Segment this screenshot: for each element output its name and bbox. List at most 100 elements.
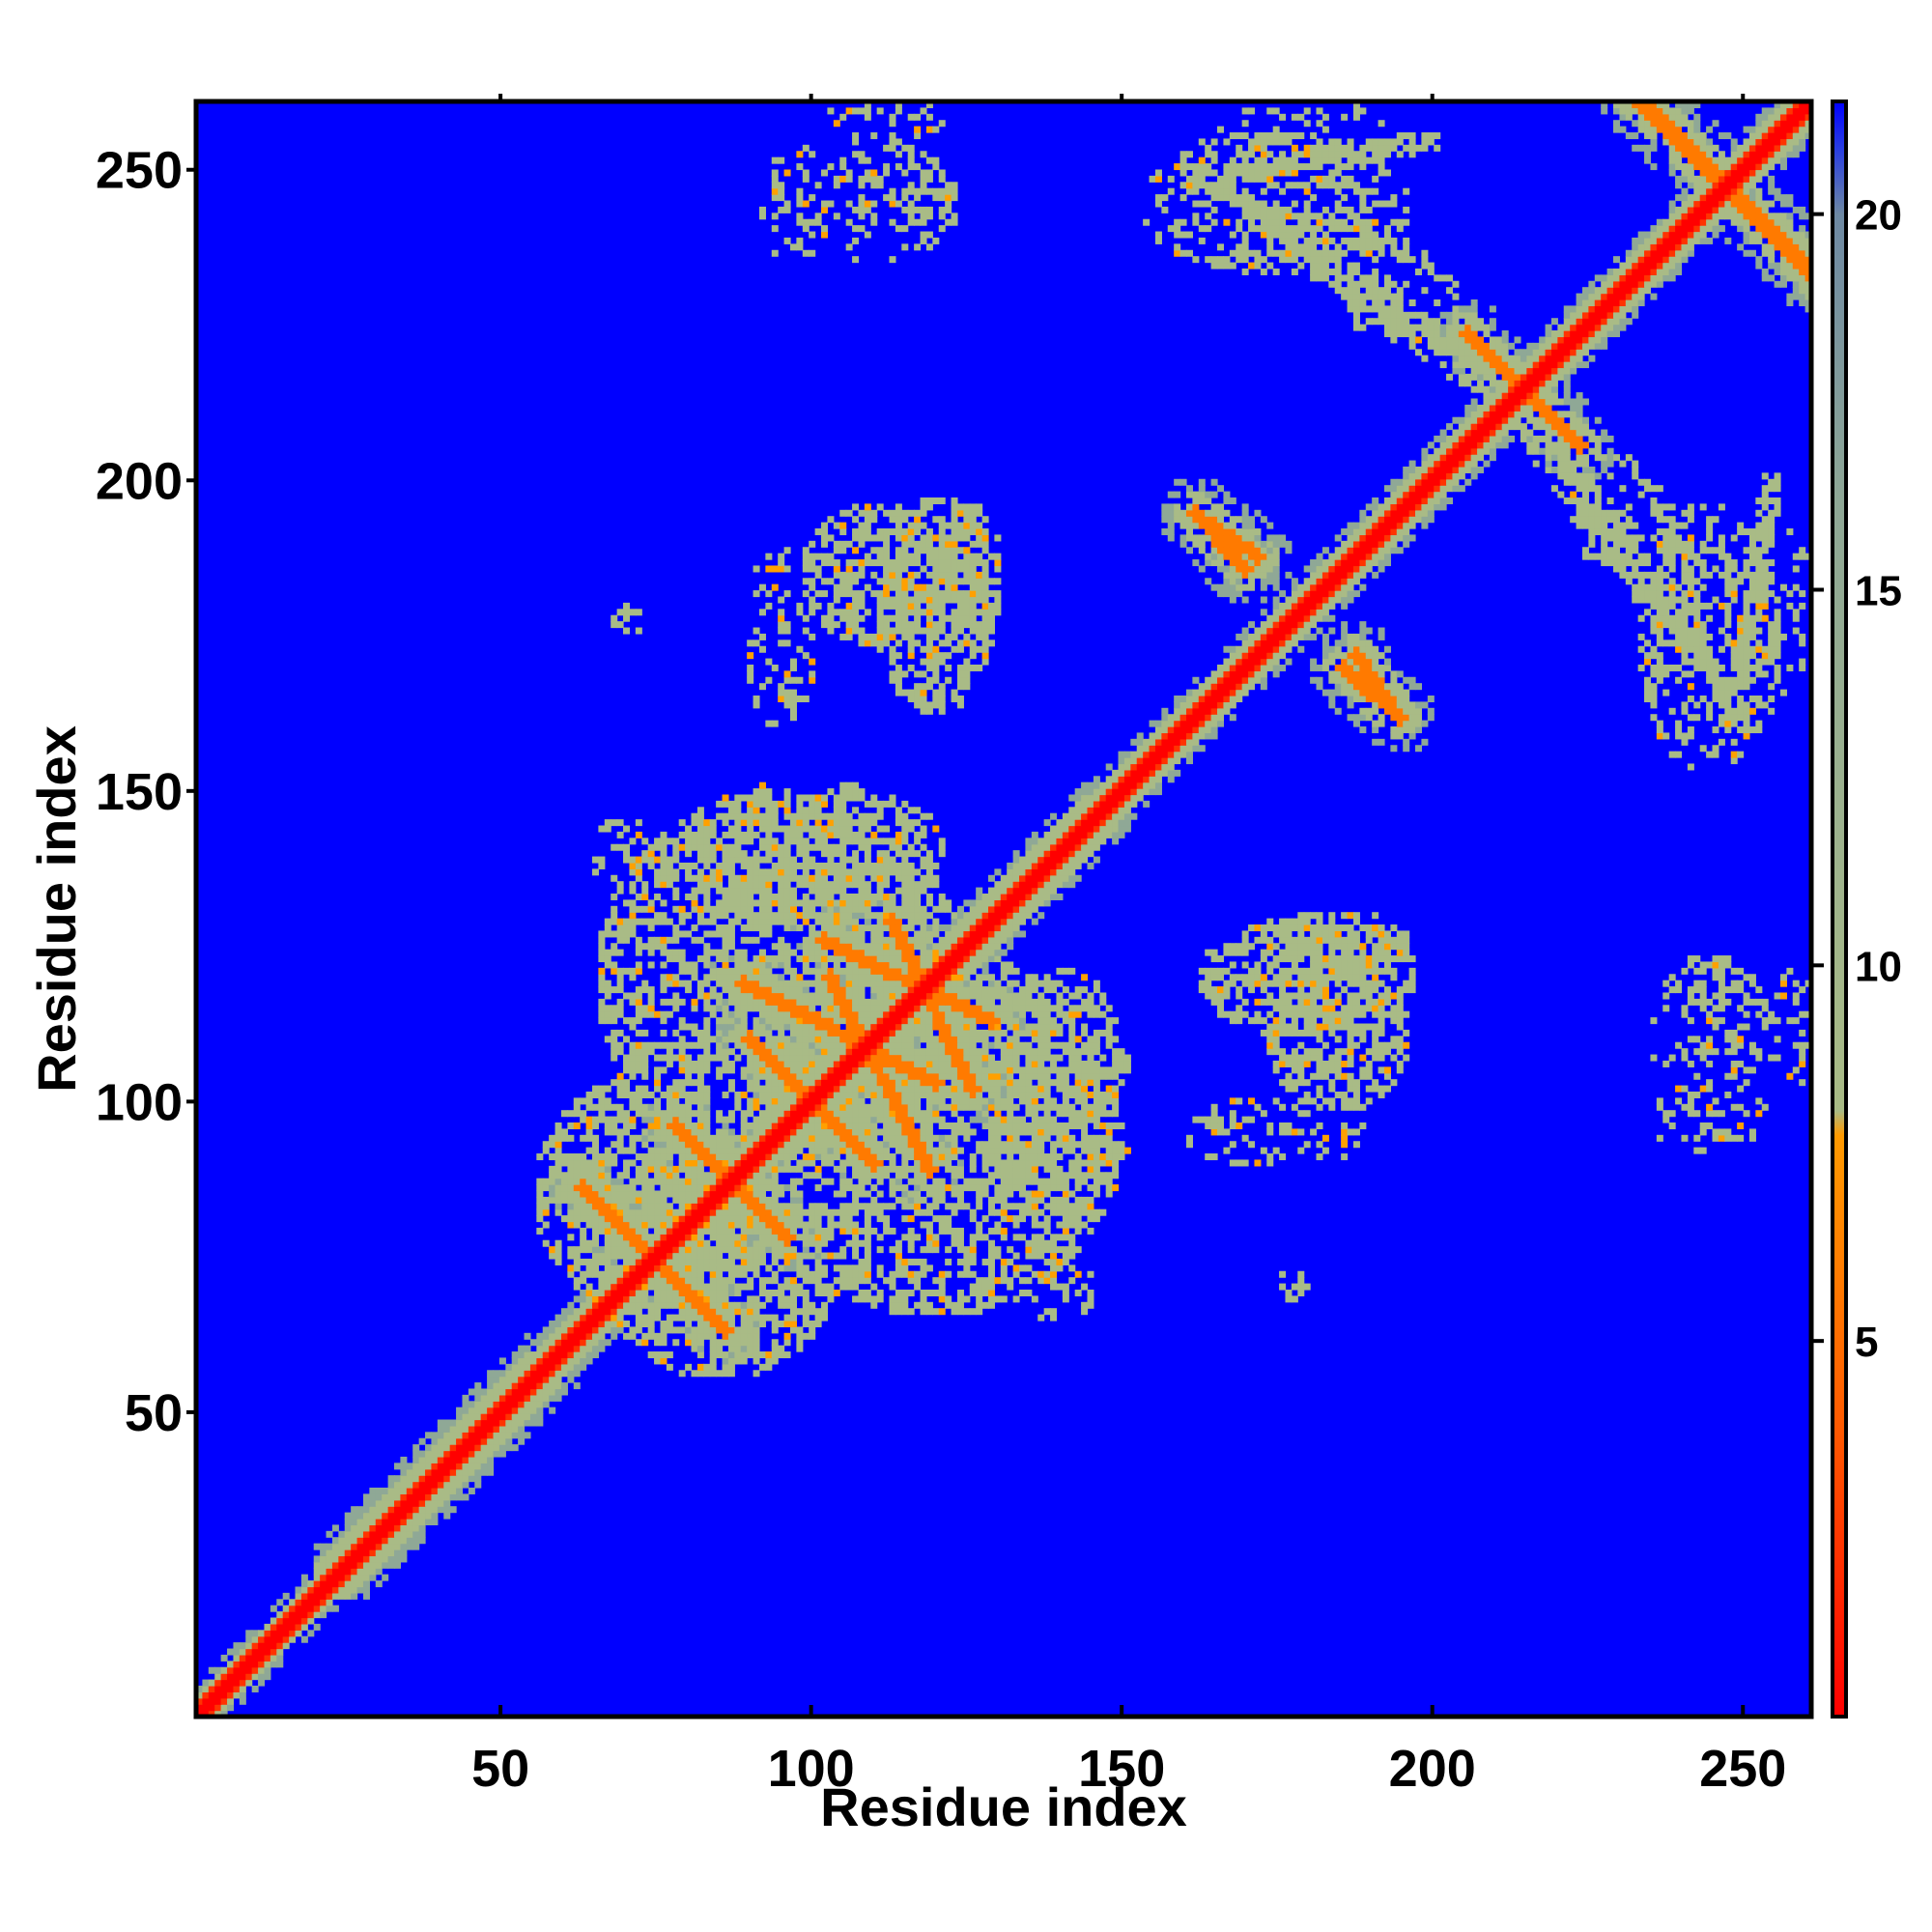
heatmap-cell: [443, 1512, 451, 1520]
heatmap-cell: [771, 1017, 779, 1025]
heatmap-cell: [1012, 1085, 1020, 1093]
heatmap-cell: [270, 1642, 277, 1650]
heatmap-cell: [598, 1301, 606, 1309]
heatmap-cell: [591, 1103, 599, 1111]
heatmap-cell: [629, 1264, 637, 1272]
heatmap-cell: [641, 1332, 649, 1340]
heatmap-cell: [722, 1091, 729, 1098]
heatmap-cell: [696, 1072, 704, 1080]
heatmap-cell: [809, 1005, 816, 1012]
heatmap-cell: [1000, 1079, 1008, 1087]
heatmap-cell: [722, 1258, 729, 1265]
heatmap-cell: [727, 1172, 735, 1179]
heatmap-cell: [852, 1097, 860, 1105]
heatmap-cell: [635, 1321, 642, 1328]
heatmap-cell: [591, 1239, 599, 1247]
heatmap-cell: [1352, 1023, 1360, 1031]
heatmap-cell: [678, 1165, 686, 1173]
heatmap-cell: [889, 1301, 896, 1309]
heatmap-cell: [616, 1314, 624, 1321]
heatmap-cell: [827, 1036, 835, 1043]
heatmap-cell: [852, 1066, 860, 1074]
heatmap-cell: [727, 1326, 735, 1334]
heatmap-cell: [524, 1413, 531, 1421]
heatmap-cell: [641, 1010, 649, 1018]
heatmap-cell: [480, 1401, 488, 1408]
heatmap-cell: [400, 1499, 408, 1507]
heatmap-cell: [876, 1060, 884, 1067]
heatmap-cell: [833, 1097, 840, 1105]
heatmap-cell: [1341, 1103, 1349, 1111]
heatmap-cell: [883, 1122, 891, 1130]
heatmap-cell: [814, 1048, 822, 1056]
heatmap-cell: [1031, 1234, 1038, 1241]
heatmap-cell: [969, 1023, 977, 1031]
heatmap-cell: [727, 1283, 735, 1291]
heatmap-cell: [839, 1203, 847, 1210]
heatmap-cell: [598, 1314, 606, 1321]
heatmap-cell: [1050, 1103, 1058, 1111]
heatmap-cell: [932, 1134, 940, 1142]
heatmap-cell: [771, 998, 779, 1006]
heatmap-cell: [703, 1147, 711, 1154]
heatmap-cell: [1248, 1141, 1256, 1149]
heatmap-cell: [1037, 1023, 1045, 1031]
heatmap-cell: [1056, 1221, 1064, 1229]
heatmap-cell: [623, 1264, 631, 1272]
heatmap-cell: [598, 1227, 606, 1235]
heatmap-cell: [344, 1561, 352, 1569]
heatmap-cell: [976, 1283, 983, 1291]
heatmap-cell: [696, 1289, 704, 1296]
heatmap-cell: [1352, 998, 1360, 1006]
heatmap-cell: [727, 1289, 735, 1296]
heatmap-cell: [1297, 992, 1305, 1000]
heatmap-cell: [616, 1085, 624, 1093]
heatmap-cell: [938, 992, 946, 1000]
heatmap-cell: [616, 1215, 624, 1223]
heatmap-cell: [907, 1246, 915, 1254]
heatmap-cell: [560, 1314, 568, 1321]
heatmap-cell: [1050, 1066, 1058, 1074]
heatmap-cell: [783, 1246, 791, 1254]
heatmap-cell: [789, 1295, 797, 1303]
heatmap-cell: [1272, 1060, 1280, 1067]
heatmap-cell: [1693, 998, 1701, 1006]
heatmap-cell: [1706, 1010, 1714, 1018]
heatmap-cell: [1019, 1153, 1027, 1161]
heatmap-cell: [753, 1066, 760, 1074]
heatmap-cell: [660, 986, 668, 994]
heatmap-cell: [425, 1506, 433, 1514]
heatmap-cell: [529, 1376, 537, 1383]
heatmap-cell: [1081, 1110, 1089, 1118]
heatmap-cell: [585, 1339, 593, 1347]
heatmap-cell: [969, 1054, 977, 1062]
heatmap-cell: [1662, 1060, 1670, 1067]
heatmap-cell: [616, 1041, 624, 1049]
heatmap-cells: [196, 101, 1812, 1718]
heatmap-cell: [1087, 1159, 1094, 1167]
heatmap-cell: [412, 1537, 420, 1545]
heatmap-cell: [771, 1165, 779, 1173]
heatmap-cell: [1012, 1215, 1020, 1223]
heatmap-cell: [338, 1580, 346, 1588]
heatmap-cell: [591, 1289, 599, 1296]
heatmap-cell: [889, 998, 896, 1006]
heatmap-cell: [771, 1258, 779, 1265]
heatmap-cell: [876, 1153, 884, 1161]
heatmap-cell: [920, 1091, 927, 1098]
heatmap-cell: [369, 1543, 377, 1550]
heatmap-cell: [901, 1128, 909, 1136]
heatmap-cell: [987, 1103, 995, 1111]
heatmap-cell: [1699, 1085, 1707, 1093]
heatmap-cell: [753, 1203, 760, 1210]
heatmap-cell: [1074, 992, 1082, 1000]
heatmap-cell: [400, 1524, 408, 1532]
heatmap-cell: [994, 1103, 1002, 1111]
heatmap-cell: [518, 1376, 526, 1383]
heatmap-cell: [524, 1419, 531, 1427]
heatmap-cell: [307, 1630, 315, 1637]
heatmap-cell: [722, 1023, 729, 1031]
heatmap-cell: [839, 1036, 847, 1043]
heatmap-cell: [753, 1301, 760, 1309]
heatmap-cell: [1123, 1060, 1131, 1067]
